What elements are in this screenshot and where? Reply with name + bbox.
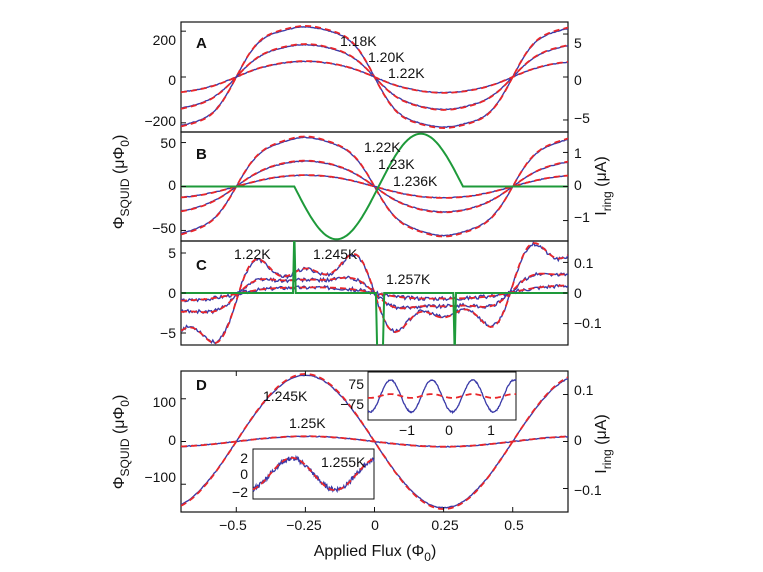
fit-curve-c-2	[181, 272, 568, 314]
ytick-a-2: 0	[168, 72, 176, 88]
curve-label-a-1: 1.18K	[340, 33, 377, 49]
xtick-1: −0.5	[219, 517, 247, 533]
curve-label-b-3: 1.236K	[393, 173, 438, 189]
tick-marks	[181, 30, 568, 512]
fit-curve-a-3	[181, 60, 568, 94]
ytick-b-2: 0	[168, 177, 176, 193]
inset2-fit-curve	[252, 456, 375, 492]
curve-label-d-2: 1.25K	[289, 415, 326, 431]
panel-label-c: C	[196, 257, 207, 274]
curve-label-c-3: 1.257K	[386, 271, 431, 287]
curve-label-b-1: 1.22K	[364, 139, 401, 155]
panel-c-curves	[181, 241, 568, 345]
inset1-xtick-1: −1	[399, 422, 415, 438]
inset2-ytick-1: 2	[240, 450, 248, 466]
y-axis-label-left-top: ΦSQUID (μΦ0)	[111, 135, 132, 230]
ytick-d-3: −100	[144, 469, 176, 485]
ytick-right-c-3: −0.1	[574, 315, 602, 331]
panel-label-a: A	[196, 35, 207, 52]
panel-label-b: B	[196, 146, 207, 163]
curve-label-d-1: 1.245K	[263, 388, 308, 404]
curve-label-a-3: 1.22K	[388, 65, 425, 81]
ytick-right-a-1: 5	[574, 35, 582, 51]
model-curve-c	[181, 241, 568, 345]
ytick-right-b-2: 0	[574, 177, 582, 193]
y-axis-label-left-bottom: ΦSQUID (μΦ0)	[111, 395, 132, 490]
model-curve-b	[181, 132, 568, 241]
xtick-2: −0.25	[286, 517, 322, 533]
ytick-d-2: 0	[168, 432, 176, 448]
xtick-4: 0.25	[431, 517, 458, 533]
panel-b-curves	[181, 132, 568, 241]
fit-curve-b-1	[181, 135, 568, 238]
inset-2-curves	[252, 454, 375, 494]
ytick-c-1: 5	[168, 245, 176, 261]
measured-curve-b-3	[181, 174, 568, 199]
inset2-ytick-3: −2	[232, 484, 248, 500]
panel-a-curves	[181, 24, 568, 130]
curve-label-c-1: 1.22K	[234, 246, 271, 262]
inset1-ytick-2: −75	[340, 396, 364, 412]
ytick-right-a-3: −5	[574, 110, 590, 126]
y-axis-label-right-top: Iring (μA)	[593, 156, 614, 215]
ytick-c-2: 0	[168, 285, 176, 301]
inset1-xtick-2: 0	[445, 422, 453, 438]
inset1-fit-curve	[367, 393, 517, 399]
curve-label-c-2: 1.245K	[313, 246, 358, 262]
panel-d-curves	[181, 372, 568, 511]
ytick-a-1: 200	[153, 32, 177, 48]
x-axis-label: Applied Flux (Φ0)	[314, 543, 437, 564]
inset1-xtick-3: 1	[487, 422, 495, 438]
ytick-right-a-2: 0	[574, 72, 582, 88]
inset2-ytick-2: 0	[240, 466, 248, 482]
inset-1-curves	[367, 378, 517, 415]
ytick-d-1: 100	[153, 394, 177, 410]
ytick-right-c-1: 0.1	[574, 255, 594, 271]
curve-label-d-3: 1.255K	[321, 454, 366, 470]
fit-curve-d-2	[181, 435, 568, 448]
ytick-right-d-2: 0	[574, 432, 582, 448]
inset1-ytick-1: 75	[348, 376, 364, 392]
ytick-right-d-3: −0.1	[574, 482, 602, 498]
panel-label-d: D	[196, 377, 207, 394]
curve-label-a-2: 1.20K	[368, 49, 405, 65]
ytick-b-1: 50	[160, 135, 176, 151]
ytick-b-3: −50	[152, 220, 176, 236]
ytick-right-b-3: −1	[574, 209, 590, 225]
curve-label-b-2: 1.23K	[378, 156, 415, 172]
y-axis-label-right-bottom: Iring (μA)	[593, 414, 614, 473]
xtick-5: 0.5	[504, 517, 524, 533]
ytick-right-c-2: 0	[574, 285, 582, 301]
ytick-right-d-1: 0.1	[574, 382, 594, 398]
ytick-a-3: −200	[144, 113, 176, 129]
ytick-right-b-1: 1	[574, 145, 582, 161]
ytick-c-3: −5	[160, 325, 176, 341]
xtick-3: 0	[371, 517, 379, 533]
